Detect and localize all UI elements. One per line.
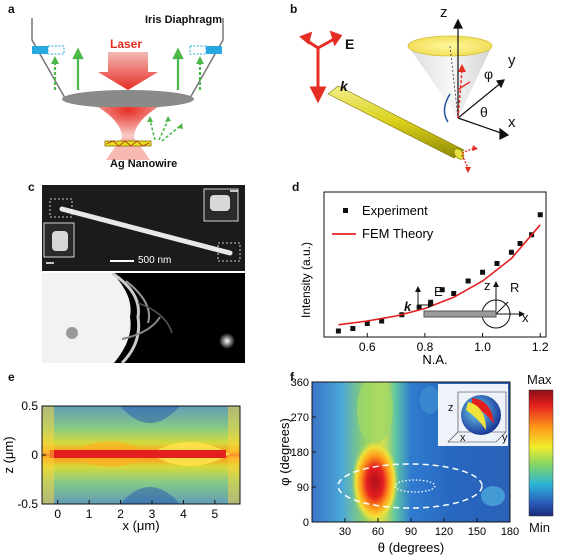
f-inset-y-label: y — [502, 432, 508, 444]
d-inset-z-label: z — [484, 278, 491, 293]
sem-nanowire — [59, 206, 233, 256]
f-ytick-label: 0 — [303, 517, 309, 529]
objective-frame — [31, 18, 66, 99]
colorbar-max-label: Max — [527, 372, 552, 387]
iris-diaphragm-label: Iris Diaphragm — [145, 14, 223, 26]
d-experiment-point — [335, 328, 341, 334]
e-ytick-label: 0.5 — [21, 399, 38, 413]
objective-lens — [62, 90, 194, 108]
focused-beam — [98, 107, 158, 138]
d-experiment-point — [451, 291, 457, 296]
f-xtick-label: 120 — [435, 526, 453, 538]
d-theory-line — [338, 224, 541, 326]
f-ytick-label: 360 — [291, 377, 309, 389]
sem-image — [42, 185, 245, 271]
f-xtick-label: 30 — [339, 526, 351, 538]
e-xtick-label: 2 — [117, 507, 124, 521]
d-experiment-point — [508, 249, 514, 255]
iris-right-block — [206, 46, 222, 54]
f-xlabel: θ (degrees) — [378, 540, 444, 555]
legend-experiment: Experiment — [362, 203, 428, 218]
e-ytick-label: 0 — [31, 448, 38, 462]
f-xtick-label: 90 — [405, 526, 417, 538]
d-experiment-point — [350, 326, 356, 331]
angle-theta-label: θ — [480, 104, 488, 120]
legend-theory: FEM Theory — [362, 226, 434, 241]
d-xtick-label: 0.6 — [359, 340, 376, 354]
d-experiment-point — [439, 287, 445, 293]
e-xlabel: x (μm) — [122, 518, 159, 533]
legend-marker-experiment — [343, 208, 348, 213]
panel-b-schematic — [299, 18, 510, 173]
panel-e-label: e — [8, 370, 15, 384]
e-ytick-label: -0.5 — [17, 497, 38, 511]
f-xtick-label: 150 — [468, 526, 486, 538]
d-experiment-point — [494, 261, 500, 266]
wavevector-k-label: k — [340, 78, 348, 94]
d-inset-E-label: E — [434, 284, 443, 299]
d-xtick-label: 1.0 — [474, 340, 491, 354]
ag-nanowire-label: Ag Nanowire — [110, 158, 178, 170]
d-ylabel: Intensity (a.u.) — [299, 242, 313, 318]
field-E-label: E — [345, 36, 355, 52]
laser-label: Laser — [110, 37, 143, 51]
laser-arrow — [98, 52, 158, 90]
f-outer-dashed-ellipse — [337, 463, 483, 509]
axis-z-label: z — [440, 4, 448, 21]
f-inset-z-label: z — [448, 402, 454, 414]
e-xtick-label: 1 — [86, 507, 93, 521]
panel-d-label: d — [292, 180, 300, 194]
d-xtick-label: 0.8 — [417, 340, 434, 354]
f-xtick-label: 180 — [501, 526, 519, 538]
chart-f: 30 60 90 120 150 180 360 270 180 90 0 θ (degrees)… — [280, 377, 554, 555]
d-plot-frame — [323, 191, 547, 338]
panel-b-label: b — [290, 2, 298, 16]
d-experiment-point — [364, 321, 370, 326]
sem-scalebar-label: 500 nm — [138, 255, 172, 266]
nanowire-b — [327, 85, 465, 159]
f-inset-x-label: x — [460, 432, 466, 444]
angle-phi-label: φ — [484, 66, 494, 82]
e-xtick-label: 5 — [212, 507, 219, 521]
panel-c-label: c — [28, 180, 35, 194]
panel-a-schematic — [31, 18, 224, 160]
d-experiment-point — [428, 299, 434, 305]
d-experiment-point — [465, 278, 471, 284]
e-xtick-label: 0 — [54, 507, 61, 521]
f-ytick-label: 180 — [291, 447, 309, 459]
axis-x-label: x — [508, 114, 516, 131]
iris-left-block — [32, 46, 48, 54]
f-ylabel: φ (degrees) — [280, 418, 292, 486]
f-xtick-label: 60 — [372, 526, 384, 538]
f-ytick-label: 270 — [291, 412, 309, 424]
colorbar — [528, 389, 554, 517]
d-xtick-label: 1.2 — [532, 340, 549, 354]
d-inset — [417, 284, 522, 329]
chart-d: Intensity (a.u.) 0.6 0.8 1.0 1.2 N.A. Exper… — [299, 191, 549, 367]
e-ylabel: z (μm) — [1, 436, 16, 473]
panel-a-label: a — [8, 2, 15, 16]
e-xtick-label: 3 — [149, 507, 156, 521]
d-experiment-point — [537, 212, 543, 218]
d-inset-x-label: x — [522, 310, 529, 325]
f-ytick-label: 90 — [297, 482, 309, 494]
d-experiment-point — [379, 318, 385, 324]
collection-cone — [408, 46, 492, 118]
d-experiment-point — [517, 241, 523, 246]
colorbar-min-label: Min — [529, 520, 550, 535]
optical-image — [42, 273, 245, 363]
chart-e: 0 1 2 3 4 5 0.5 0 -0.5 x (μm) z (μm) — [1, 399, 241, 533]
d-experiment-point — [480, 269, 486, 275]
f-inner-dotted-ellipse — [394, 479, 436, 493]
axis-y-label: y — [508, 52, 516, 69]
panel-f-label: f — [290, 370, 294, 384]
d-experiment-point — [416, 304, 422, 310]
d-inset-R-label: R — [510, 280, 520, 295]
e-xtick-label: 4 — [180, 507, 187, 521]
d-inset-k-label: k — [404, 299, 412, 314]
d-xlabel: N.A. — [422, 352, 447, 367]
